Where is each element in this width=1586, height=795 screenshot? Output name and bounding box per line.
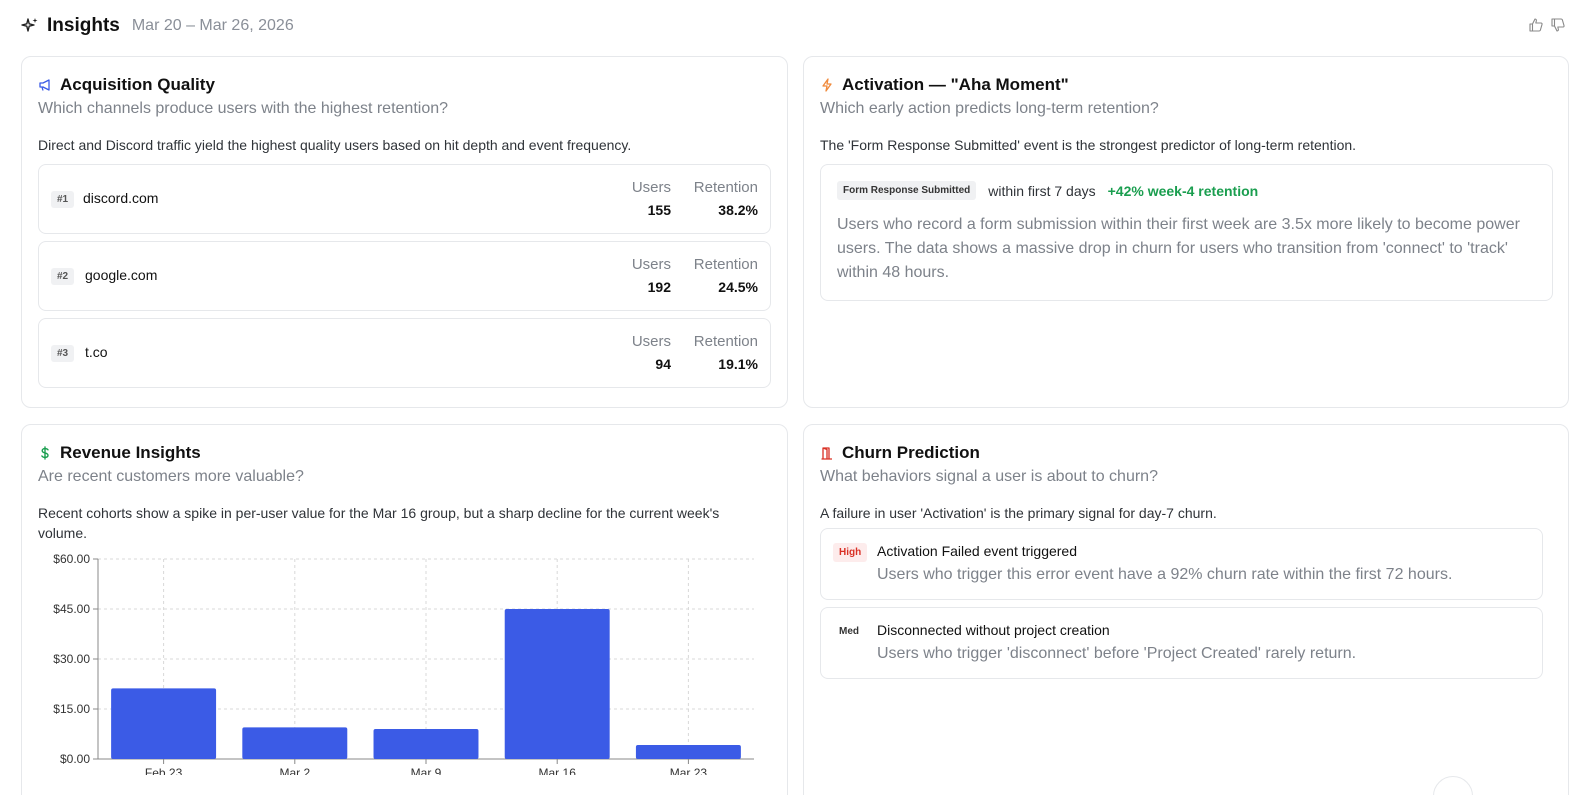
- signal-description: Users who trigger 'disconnect' before 'P…: [877, 645, 1357, 662]
- retention-label: Retention: [693, 256, 758, 273]
- insights-header: Insights Mar 20 – Mar 26, 2026: [21, 12, 1565, 40]
- severity-badge: High: [833, 543, 868, 562]
- acquisition-card: Acquisition Quality Which channels produ…: [21, 56, 788, 408]
- retention-value: 24.5%: [718, 279, 758, 295]
- users-value: 94: [655, 356, 671, 372]
- rank-badge: #2: [51, 268, 75, 285]
- channel-name: discord.com: [83, 190, 159, 206]
- retention-value: 19.1%: [718, 356, 758, 372]
- churn-title: Churn Prediction: [842, 443, 980, 462]
- users-value: 192: [647, 279, 671, 295]
- retention-metric: Retention 24.5%: [694, 256, 758, 295]
- bar: [111, 688, 217, 759]
- megaphone-icon: [38, 78, 52, 92]
- users-value: 155: [647, 202, 671, 218]
- door-exit-icon: [820, 446, 834, 460]
- page-title: Insights: [47, 15, 120, 36]
- aha-insight-header: Form Response Submitted within first 7 d…: [837, 181, 1258, 200]
- churn-heading: Churn Prediction: [820, 443, 980, 463]
- acquisition-question: Which channels produce users with the hi…: [38, 100, 449, 117]
- revenue-card: Revenue Insights Are recent customers mo…: [21, 424, 788, 795]
- revenue-bar-chart: $0.00 $15.00 $30.00 $45.00 $60.00 Feb 23 Mar 2…: [53, 552, 754, 775]
- y-tick-label: $0.00: [60, 752, 90, 766]
- feedback-controls: [1529, 18, 1565, 32]
- date-range: Mar 20 – Mar 26, 2026: [131, 17, 294, 34]
- bar: [373, 729, 479, 759]
- x-tick-label: Mar 9: [411, 766, 442, 775]
- revenue-heading: Revenue Insights: [38, 443, 201, 463]
- channel-row[interactable]: #2 google.com Users 192 Retention 24.5%: [38, 241, 771, 311]
- revenue-question: Are recent customers more valuable?: [38, 468, 304, 485]
- revenue-summary: Recent cohorts show a spike in per-user …: [38, 505, 720, 541]
- x-tick-label: Mar 23: [670, 766, 708, 775]
- channel-row[interactable]: #3 t.co Users 94 Retention 19.1%: [38, 318, 771, 388]
- y-tick-label: $15.00: [53, 702, 90, 716]
- y-tick-label: $60.00: [53, 552, 90, 566]
- activation-summary: The 'Form Response Submitted' event is t…: [820, 137, 1357, 153]
- retention-value: 38.2%: [718, 202, 758, 218]
- churn-question: What behaviors signal a user is about to…: [820, 468, 1158, 485]
- activation-heading: Activation — "Aha Moment": [820, 75, 1069, 95]
- x-tick-label: Mar 16: [539, 766, 577, 775]
- retention-label: Retention: [693, 179, 758, 196]
- bar: [635, 745, 741, 759]
- users-metric: Users 192: [632, 256, 671, 295]
- churn-signal[interactable]: High Activation Failed event triggered U…: [820, 528, 1543, 600]
- severity-badge: Med: [833, 622, 865, 641]
- signal-description: Users who trigger this error event have …: [877, 566, 1453, 583]
- channel-row[interactable]: #1 discord.com Users 155 Retention 38.2%: [38, 164, 771, 234]
- x-tick-label: Mar 2: [279, 766, 310, 775]
- thumbs-down-icon[interactable]: [1551, 18, 1565, 32]
- event-tag: Form Response Submitted: [837, 181, 977, 200]
- y-tick-label: $30.00: [53, 652, 90, 666]
- channel-name: google.com: [85, 267, 158, 283]
- users-metric: Users 155: [632, 179, 671, 218]
- acquisition-heading: Acquisition Quality: [38, 75, 215, 95]
- churn-signal[interactable]: Med Disconnected without project creatio…: [820, 607, 1543, 679]
- lightning-icon: [820, 78, 834, 92]
- activation-title: Activation — "Aha Moment": [842, 75, 1069, 94]
- users-metric: Users 94: [632, 333, 671, 372]
- rank-badge: #3: [51, 345, 75, 362]
- activation-card: Activation — "Aha Moment" Which early ac…: [803, 56, 1569, 408]
- bar: [242, 727, 348, 759]
- y-tick-label: $45.00: [53, 602, 90, 616]
- x-tick-label: Feb 23: [145, 766, 183, 775]
- rank-badge: #1: [51, 191, 75, 208]
- acquisition-title: Acquisition Quality: [60, 75, 215, 94]
- retention-metric: Retention 38.2%: [694, 179, 758, 218]
- bar: [504, 609, 610, 759]
- sparkle-icon: [21, 17, 39, 35]
- revenue-title: Revenue Insights: [60, 443, 201, 462]
- acquisition-summary: Direct and Discord traffic yield the hig…: [38, 137, 632, 153]
- time-window: within first 7 days: [988, 182, 1096, 199]
- users-label: Users: [631, 333, 671, 350]
- churn-summary: A failure in user 'Activation' is the pr…: [820, 505, 1217, 521]
- users-label: Users: [631, 179, 671, 196]
- retention-label: Retention: [693, 333, 758, 350]
- retention-metric: Retention 19.1%: [694, 333, 758, 372]
- dollar-icon: [38, 446, 52, 460]
- users-label: Users: [631, 256, 671, 273]
- retention-lift: +42% week-4 retention: [1107, 182, 1259, 199]
- churn-card: Churn Prediction What behaviors signal a…: [803, 424, 1569, 795]
- aha-insight-body: Users who record a form submission withi…: [837, 216, 1520, 281]
- aha-insight-box: Form Response Submitted within first 7 d…: [820, 164, 1553, 301]
- channel-name: t.co: [85, 344, 108, 360]
- signal-title: Activation Failed event triggered: [877, 543, 1077, 559]
- thumbs-up-icon[interactable]: [1529, 18, 1543, 32]
- activation-question: Which early action predicts long-term re…: [820, 100, 1159, 117]
- signal-title: Disconnected without project creation: [877, 622, 1110, 638]
